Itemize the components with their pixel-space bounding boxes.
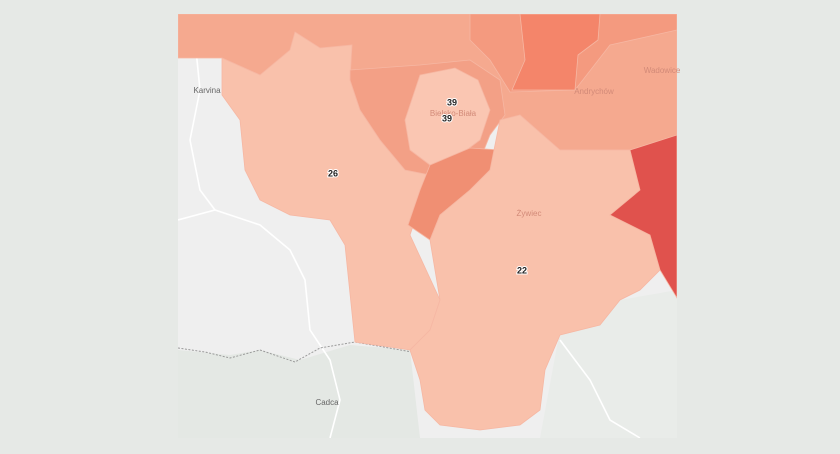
road <box>559 339 641 438</box>
region-value: 26 <box>328 168 338 178</box>
region <box>511 14 601 91</box>
road <box>189 39 216 211</box>
terrain <box>178 345 420 438</box>
region <box>404 67 491 166</box>
place-label: Andrychów <box>574 87 614 96</box>
place-label: Cadca <box>315 398 339 407</box>
road <box>178 209 341 438</box>
region-value: 39 <box>447 97 457 107</box>
place-label: Żywiec <box>517 209 542 218</box>
region-value: 39 <box>442 113 452 123</box>
region <box>221 31 441 351</box>
region-value: 22 <box>517 265 527 275</box>
country-border <box>178 341 413 363</box>
region <box>609 134 677 299</box>
place-label: Bielsko-Biała <box>430 109 477 118</box>
map <box>178 14 677 438</box>
place-label: Karvina <box>193 86 221 95</box>
place-label: Wadowice <box>644 66 681 75</box>
